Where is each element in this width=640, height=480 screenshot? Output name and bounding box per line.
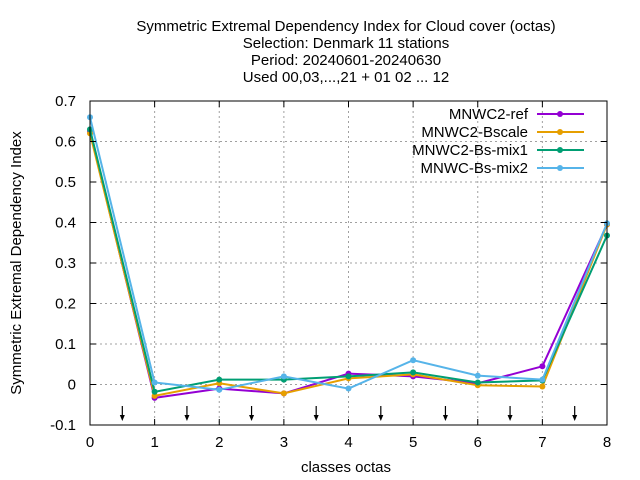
y-tick-label: 0.6 <box>55 134 76 151</box>
x-tick-label: 8 <box>603 434 611 451</box>
y-axis-label: Symmetric Extremal Dependency Index <box>8 131 25 395</box>
x-axis-label: classes octas <box>301 459 391 476</box>
y-tick-label: 0.3 <box>55 255 76 272</box>
x-tick-label: 3 <box>280 434 288 451</box>
arrow-head <box>249 415 255 421</box>
chart-title: Symmetric Extremal Dependency Index for … <box>136 18 555 86</box>
arrow-head <box>378 415 384 421</box>
legend-marker <box>557 129 563 135</box>
grid <box>90 101 607 425</box>
x-tick-label: 5 <box>409 434 417 451</box>
y-tick-label: 0 <box>68 377 76 394</box>
y-tick-label: 0.1 <box>55 336 76 353</box>
legend-marker <box>557 111 563 117</box>
y-tick-label: 0.5 <box>55 174 76 191</box>
legend-marker <box>557 147 563 153</box>
arrow-head <box>119 415 125 421</box>
data-point <box>345 385 352 392</box>
data-point <box>474 379 481 386</box>
y-tick-label: 0.7 <box>55 93 76 110</box>
series-line <box>89 116 608 391</box>
legend-label: MNWC2-Bs-mix1 <box>412 142 528 159</box>
data-point <box>280 373 287 380</box>
title-line-4: Used 00,03,...,21 + 01 02 ... 12 <box>243 69 449 86</box>
title-line-1: Symmetric Extremal Dependency Index for … <box>136 18 555 35</box>
data-point <box>539 383 546 390</box>
y-tick-label: 0.4 <box>55 215 76 232</box>
y-tick-label: 0.2 <box>55 296 76 313</box>
data-point <box>539 376 546 383</box>
x-tick-label: 7 <box>538 434 546 451</box>
data-point <box>410 357 417 364</box>
data-point <box>539 363 546 370</box>
data-point <box>345 373 352 380</box>
y-tick-label: -0.1 <box>50 417 76 434</box>
data-point <box>151 388 158 395</box>
arrow-markers <box>119 406 578 421</box>
arrow-head <box>507 415 513 421</box>
x-tick-label: 0 <box>86 434 94 451</box>
title-line-2: Selection: Denmark 11 stations <box>243 35 450 52</box>
legend: MNWC2-refMNWC2-BscaleMNWC2-Bs-mix1MNWC-B… <box>412 106 584 177</box>
x-tick-label: 2 <box>215 434 223 451</box>
arrow-head <box>184 415 190 421</box>
data-point <box>216 376 223 383</box>
legend-label: MNWC2-ref <box>449 106 529 123</box>
x-tick-label: 4 <box>344 434 352 451</box>
legend-label: MNWC2-Bscale <box>421 124 528 141</box>
x-axis-ticks: 0 1 2 3 4 5 6 7 8 <box>86 101 611 451</box>
series-lines <box>87 114 610 401</box>
arrow-head <box>313 415 319 421</box>
y-axis-ticks: -0.1 0 0.1 0.2 0.3 0.4 0.5 0.6 0.7 <box>50 93 607 434</box>
title-line-3: Period: 20240601-20240630 <box>251 52 441 69</box>
data-point <box>216 386 223 393</box>
data-point <box>280 390 287 397</box>
legend-label: MNWC-Bs-mix2 <box>421 160 528 177</box>
arrow-head <box>572 415 578 421</box>
legend-marker <box>557 165 563 171</box>
data-point <box>151 379 158 386</box>
x-tick-label: 1 <box>150 434 158 451</box>
x-tick-label: 6 <box>474 434 482 451</box>
arrow-head <box>442 415 448 421</box>
data-point <box>474 372 481 379</box>
data-point <box>410 369 417 376</box>
